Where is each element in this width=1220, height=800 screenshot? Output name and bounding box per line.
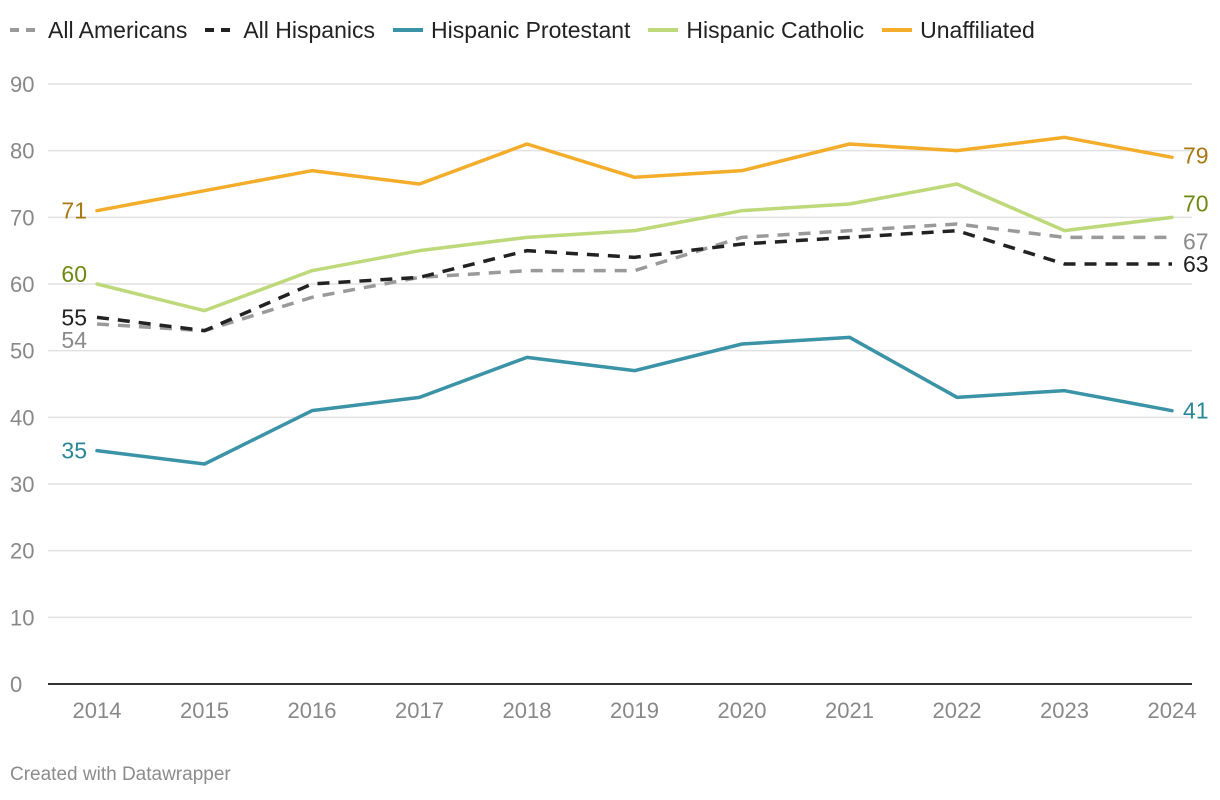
legend-swatch (882, 28, 913, 32)
series-line (95, 182, 1174, 313)
x-tick-label: 2021 (825, 698, 874, 723)
legend-item: Hispanic Catholic (648, 17, 864, 44)
x-tick-label: 2022 (933, 698, 982, 723)
y-tick-label: 50 (10, 339, 34, 364)
x-tick-label: 2014 (73, 698, 122, 723)
legend-label: Hispanic Protestant (430, 16, 631, 43)
start-value-label: 71 (61, 198, 87, 224)
legend-item: Hispanic Protestant (392, 16, 631, 44)
x-tick-label: 2023 (1040, 698, 1089, 723)
legend-swatch (648, 28, 679, 32)
series-line (95, 335, 1174, 466)
x-tick-label: 2017 (395, 698, 444, 723)
series-line (95, 135, 1174, 213)
start-value-label: 60 (61, 261, 87, 287)
series-line (96, 228, 1172, 333)
legend-swatch (392, 28, 423, 32)
legend-swatch (10, 28, 40, 32)
y-tick-label: 10 (10, 605, 34, 630)
y-tick-label: 40 (10, 405, 34, 430)
end-value-label: 41 (1183, 398, 1209, 424)
footer-credit: Created with Datawrapper (10, 764, 231, 785)
legend-item: All Hispanics (205, 17, 375, 44)
end-value-label: 70 (1183, 190, 1209, 216)
x-tick-label: 2015 (180, 698, 229, 723)
y-tick-label: 80 (10, 139, 34, 164)
end-value-label: 63 (1183, 251, 1209, 277)
legend-label: All Americans (48, 16, 188, 43)
end-value-label: 67 (1183, 228, 1209, 254)
y-tick-label: 70 (10, 205, 34, 230)
series-line (96, 222, 1172, 333)
x-tick-label: 2019 (610, 698, 659, 723)
y-tick-label: 30 (10, 472, 34, 497)
legend-label: Unaffiliated (920, 16, 1035, 43)
legend-swatch (205, 28, 236, 32)
start-value-label: 54 (61, 327, 87, 353)
y-tick-label: 20 (10, 539, 34, 564)
start-value-label: 35 (61, 438, 87, 464)
legend-label: Hispanic Catholic (686, 16, 865, 43)
y-tick-label: 0 (10, 672, 22, 697)
legend: All Americans All Hispanics Hispanic Prote… (10, 14, 1035, 46)
x-tick-label: 2016 (288, 698, 337, 723)
y-tick-label: 60 (10, 272, 34, 297)
start-value-label: 55 (61, 304, 87, 330)
line-chart: 0 10 20 30 40 50 60 70 80 90 2014 2015 2016 2017 2018 2… (10, 72, 1209, 723)
x-tick-label: 2020 (718, 698, 767, 723)
end-value-label: 79 (1183, 142, 1209, 168)
legend-label: All Hispanics (243, 16, 375, 43)
x-tick-label: 2018 (503, 698, 552, 723)
y-tick-label: 90 (10, 72, 34, 97)
legend-item: All Americans (10, 17, 187, 44)
x-tick-label: 2024 (1148, 698, 1197, 723)
legend-item: Unaffiliated (882, 17, 1035, 44)
